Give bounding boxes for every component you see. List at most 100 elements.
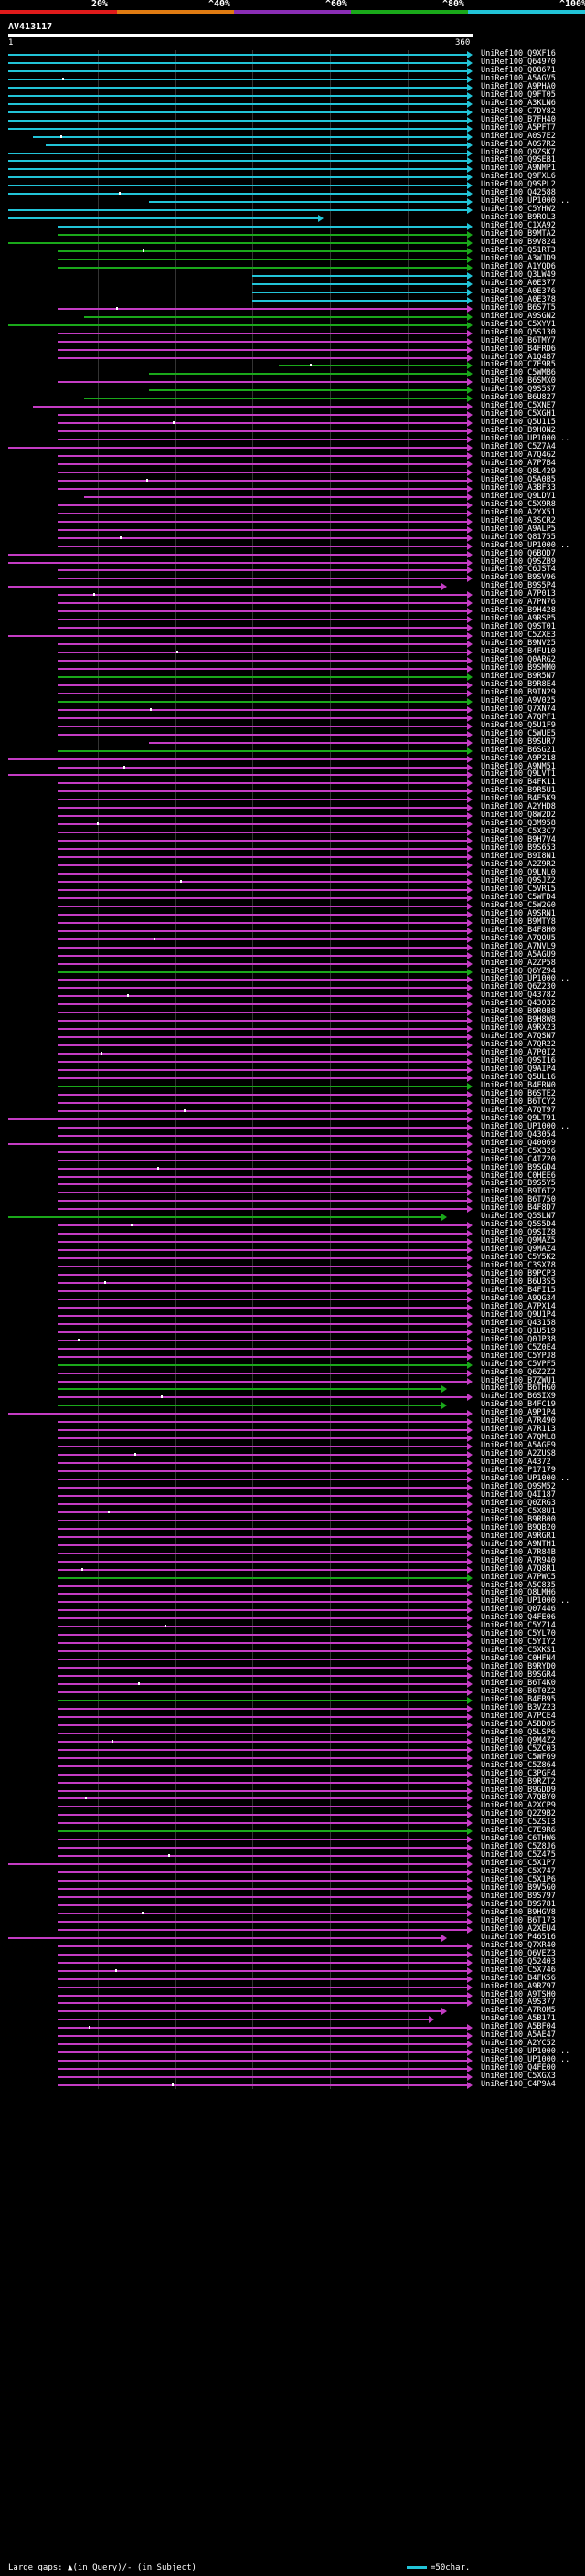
- hit-label[interactable]: UniRef100_B6S7T5: [481, 302, 556, 313]
- hit-label[interactable]: UniRef100_B6SIX9: [481, 1392, 556, 1402]
- hit-label[interactable]: UniRef100_A7P013: [481, 589, 556, 599]
- hit-label[interactable]: UniRef100_C5Z0E4: [481, 1342, 556, 1352]
- hit-label[interactable]: UniRef100_Q5A0B5: [481, 474, 556, 484]
- hit-label[interactable]: UniRef100_Q9XF16: [481, 49, 556, 58]
- hit-label[interactable]: UniRef100_A7PN76: [481, 598, 556, 608]
- hit-label[interactable]: UniRef100_A9PHA0: [481, 81, 556, 91]
- hit-label[interactable]: UniRef100_B9RZT2: [481, 1776, 556, 1786]
- hit-label[interactable]: UniRef100_B4FC19: [481, 1400, 556, 1410]
- hit-label[interactable]: UniRef100_C4IZ20: [481, 1154, 556, 1164]
- hit-label[interactable]: UniRef100_C5XGX3: [481, 2072, 556, 2082]
- hit-label[interactable]: UniRef100_B6U827: [481, 393, 556, 403]
- hit-label[interactable]: UniRef100_B9R5N7: [481, 671, 556, 681]
- hit-label[interactable]: UniRef100_A5AGV5: [481, 73, 556, 83]
- hit-label[interactable]: UniRef100_B6STE2: [481, 1088, 556, 1098]
- hit-label[interactable]: UniRef100_A9V025: [481, 695, 556, 705]
- hit-label[interactable]: UniRef100_A7QML8: [481, 1433, 556, 1443]
- hit-label[interactable]: UniRef100_B4FU10: [481, 647, 556, 657]
- hit-label[interactable]: UniRef100_UP1000...: [481, 2047, 570, 2057]
- hit-label[interactable]: UniRef100_C0HFN4: [481, 1654, 556, 1664]
- hit-label[interactable]: UniRef100_C5WMB6: [481, 368, 556, 378]
- hit-label[interactable]: UniRef100_Q5LSP6: [481, 1727, 556, 1737]
- hit-label[interactable]: UniRef100_B9SGD4: [481, 1162, 556, 1172]
- hit-label[interactable]: UniRef100_A2Z9R2: [481, 860, 556, 870]
- hit-label[interactable]: UniRef100_A5AE47: [481, 2030, 556, 2041]
- hit-label[interactable]: UniRef100_A7PX14: [481, 1301, 556, 1311]
- hit-label[interactable]: UniRef100_A5B171: [481, 2014, 556, 2024]
- hit-label[interactable]: UniRef100_B9RYD0: [481, 1662, 556, 1672]
- hit-label[interactable]: UniRef100_A9RGR1: [481, 1531, 556, 1541]
- hit-label[interactable]: UniRef100_A3WJD9: [481, 254, 556, 263]
- hit-label[interactable]: UniRef100_B6THG0: [481, 1383, 556, 1394]
- hit-label[interactable]: UniRef100_A4372: [481, 1458, 551, 1468]
- hit-label[interactable]: UniRef100_C5X3C7: [481, 827, 556, 837]
- hit-label[interactable]: UniRef100_UP1000...: [481, 540, 570, 550]
- hit-label[interactable]: UniRef100_Q3LW49: [481, 270, 556, 280]
- hit-label[interactable]: UniRef100_C5YL70: [481, 1629, 556, 1639]
- hit-label[interactable]: UniRef100_Q6VEZ3: [481, 1948, 556, 1958]
- hit-label[interactable]: UniRef100_A5C835: [481, 1580, 556, 1590]
- hit-label[interactable]: UniRef100_Q9FT05: [481, 90, 556, 100]
- hit-label[interactable]: UniRef100_B9SGR4: [481, 1670, 556, 1680]
- hit-label[interactable]: UniRef100_B9MTY8: [481, 917, 556, 927]
- hit-label[interactable]: UniRef100_A7PCE4: [481, 1711, 556, 1721]
- hit-label[interactable]: UniRef100_C6THW6: [481, 1834, 556, 1844]
- hit-label[interactable]: UniRef100_B9R0B8: [481, 1007, 556, 1017]
- hit-label[interactable]: UniRef100_B4FI15: [481, 1285, 556, 1295]
- hit-label[interactable]: UniRef100_A7Q4G2: [481, 451, 556, 461]
- hit-label[interactable]: UniRef100_A3BF33: [481, 482, 556, 493]
- hit-label[interactable]: UniRef100_Q5S5D4: [481, 1220, 556, 1230]
- hit-label[interactable]: UniRef100_C5Z475: [481, 1850, 556, 1860]
- hit-label[interactable]: UniRef100_Q7XR40: [481, 1940, 556, 1950]
- hit-label[interactable]: UniRef100_A9RX23: [481, 1023, 556, 1034]
- hit-label[interactable]: UniRef100_C5Z864: [481, 1760, 556, 1770]
- hit-label[interactable]: UniRef100_Q9ST01: [481, 622, 556, 632]
- hit-label[interactable]: UniRef100_B4FRN0: [481, 1080, 556, 1090]
- hit-label[interactable]: UniRef100_Q43158: [481, 1318, 556, 1328]
- hit-label[interactable]: UniRef100_A5AGE9: [481, 1441, 556, 1451]
- hit-label[interactable]: UniRef100_B9S5Y5: [481, 1179, 556, 1189]
- hit-label[interactable]: UniRef100_B9GDD9: [481, 1785, 556, 1795]
- hit-label[interactable]: UniRef100_B6TCY2: [481, 1097, 556, 1107]
- hit-label[interactable]: UniRef100_UP1000...: [481, 2055, 570, 2065]
- hit-label[interactable]: UniRef100_A9S377: [481, 1998, 556, 2008]
- hit-label[interactable]: UniRef100_C5Y5K2: [481, 1253, 556, 1263]
- hit-label[interactable]: UniRef100_B9SV96: [481, 573, 556, 583]
- hit-label[interactable]: UniRef100_C5X1P6: [481, 1875, 556, 1885]
- hit-label[interactable]: UniRef100_A9RSP5: [481, 614, 556, 624]
- hit-label[interactable]: UniRef100_Q5SLN7: [481, 1212, 556, 1222]
- hit-label[interactable]: UniRef100_A7P7B4: [481, 459, 556, 468]
- hit-label[interactable]: UniRef100_Q9MAZ5: [481, 1236, 556, 1246]
- hit-label[interactable]: UniRef100_UP1000...: [481, 196, 570, 207]
- hit-label[interactable]: UniRef100_B4F8D7: [481, 1203, 556, 1214]
- hit-label[interactable]: UniRef100_B6U3S5: [481, 1277, 556, 1287]
- hit-label[interactable]: UniRef100_Q7XN74: [481, 704, 556, 714]
- hit-label[interactable]: UniRef100_C5ZC03: [481, 1744, 556, 1754]
- hit-label[interactable]: UniRef100_Q4I187: [481, 1489, 556, 1500]
- hit-label[interactable]: UniRef100_A7P0I2: [481, 1048, 556, 1058]
- hit-label[interactable]: UniRef100_Q51RT3: [481, 246, 556, 256]
- hit-label[interactable]: UniRef100_B6SMX0: [481, 376, 556, 387]
- hit-label[interactable]: UniRef100_C5YPJ8: [481, 1351, 556, 1361]
- hit-label[interactable]: UniRef100_C5XKS1: [481, 1646, 556, 1656]
- hit-label[interactable]: UniRef100_C5Z7A4: [481, 442, 556, 452]
- hit-label[interactable]: UniRef100_Q0JP38: [481, 1334, 556, 1344]
- hit-label[interactable]: UniRef100_Q1U519: [481, 1326, 556, 1336]
- hit-label[interactable]: UniRef100_B9H8W8: [481, 1015, 556, 1025]
- hit-label[interactable]: UniRef100_C5YIY2: [481, 1638, 556, 1648]
- hit-label[interactable]: UniRef100_B9T6T2: [481, 1187, 556, 1197]
- hit-label[interactable]: UniRef100_UP1000...: [481, 1596, 570, 1606]
- hit-label[interactable]: UniRef100_Q07446: [481, 1605, 556, 1615]
- hit-label[interactable]: UniRef100_B6TMY7: [481, 335, 556, 345]
- hit-label[interactable]: UniRef100_Q9M4Z2: [481, 1735, 556, 1745]
- hit-label[interactable]: UniRef100_Q5U1F9: [481, 720, 556, 730]
- hit-label[interactable]: UniRef100_C3SX78: [481, 1261, 556, 1271]
- hit-label[interactable]: UniRef100_B6T173: [481, 1915, 556, 1925]
- hit-label[interactable]: UniRef100_C4P9A4: [481, 2080, 556, 2090]
- hit-label[interactable]: UniRef100_B6T0Z2: [481, 1687, 556, 1696]
- hit-label[interactable]: UniRef100_UP1000...: [481, 1121, 570, 1131]
- hit-label[interactable]: UniRef100_A5BD05: [481, 1719, 556, 1729]
- hit-label[interactable]: UniRef100_B6SG21: [481, 745, 556, 755]
- hit-label[interactable]: UniRef100_Q9SIZ8: [481, 1228, 556, 1238]
- hit-label[interactable]: UniRef100_C5XGH1: [481, 409, 556, 419]
